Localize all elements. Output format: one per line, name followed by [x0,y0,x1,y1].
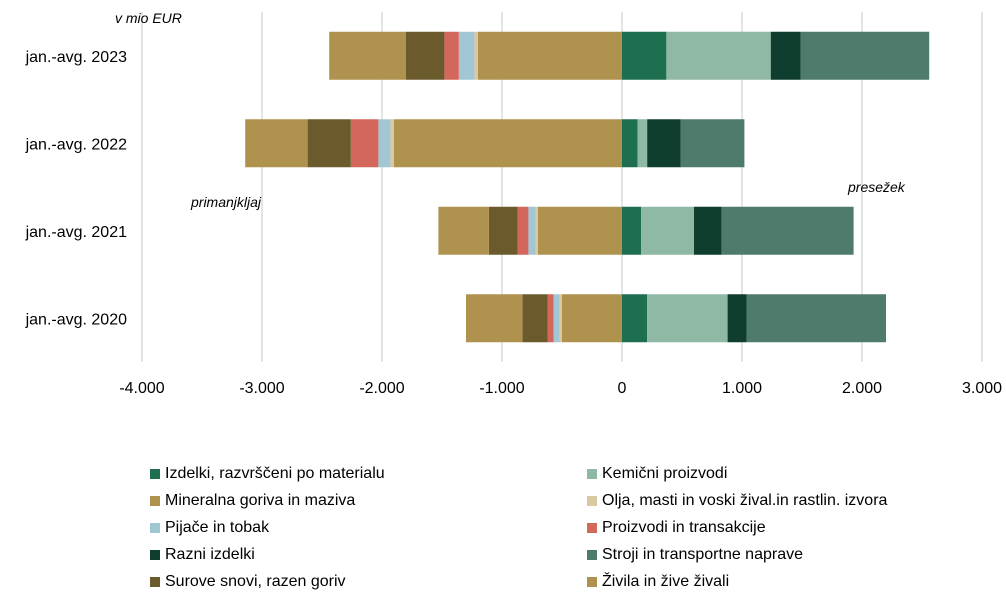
x-tick-label: -1.000 [479,380,524,397]
x-tick-label: -3.000 [239,380,284,397]
bar-segment [800,31,930,80]
bar-segment [522,294,548,343]
bar-segment [406,31,445,80]
bar-segment [390,119,394,168]
bar-segment [721,206,854,255]
bar-segment [329,31,406,80]
bar-segment [770,31,801,80]
bar-segment [562,294,622,343]
bar-segment [622,31,667,80]
bar-segment [478,31,622,80]
x-tick-label: 1.000 [722,380,762,397]
bar-segment [245,119,308,168]
deficit-annotation: primanjkljaj [190,194,262,210]
bar-segment [746,294,886,343]
x-tick-label: 0 [618,380,627,397]
bar-segment [547,294,554,343]
bar-segment [466,294,523,343]
bar-segment [535,206,538,255]
bar-segment [622,206,642,255]
bar-segment [444,31,459,80]
category-label: jan.-avg. 2021 [25,224,128,241]
bar-segment [647,119,681,168]
bar-segment [694,206,722,255]
bar-segment [528,206,536,255]
category-label: jan.-avg. 2023 [25,49,128,66]
bar-segment [680,119,745,168]
category-label: jan.-avg. 2022 [25,136,128,153]
category-label: jan.-avg. 2020 [25,311,128,328]
bar-segment [666,31,771,80]
x-tick-labels: -4.000 -3.000 -2.000 -1.000 0 1.000 2.000 3.000 [119,380,1002,397]
bar-segment [488,206,518,255]
category-labels: jan.-avg. 2023 jan.-avg. 2022 jan.-avg. 20… [25,49,128,329]
bar-segment [538,206,622,255]
bar-segment [394,119,622,168]
x-tick-label: 3.000 [962,380,1002,397]
bar-segment [553,294,560,343]
surplus-annotation: presežek [847,179,906,195]
unit-label: v mio EUR [115,10,182,26]
bar-stacks [245,31,930,343]
bar-segment [438,206,489,255]
x-tick-label: -4.000 [119,380,164,397]
bar-segment [474,31,478,80]
bar-segment [622,119,638,168]
bar-segment [559,294,562,343]
bar-segment [378,119,391,168]
x-tick-label: -2.000 [359,380,404,397]
bar-segment [637,119,648,168]
bar-segment [641,206,694,255]
x-tick-label: 2.000 [842,380,882,397]
bar-segment [350,119,379,168]
bar-segment [307,119,351,168]
bar-segment [622,294,648,343]
bar-segment [458,31,475,80]
bar-segment [727,294,747,343]
bar-segment [517,206,529,255]
bar-segment [647,294,728,343]
